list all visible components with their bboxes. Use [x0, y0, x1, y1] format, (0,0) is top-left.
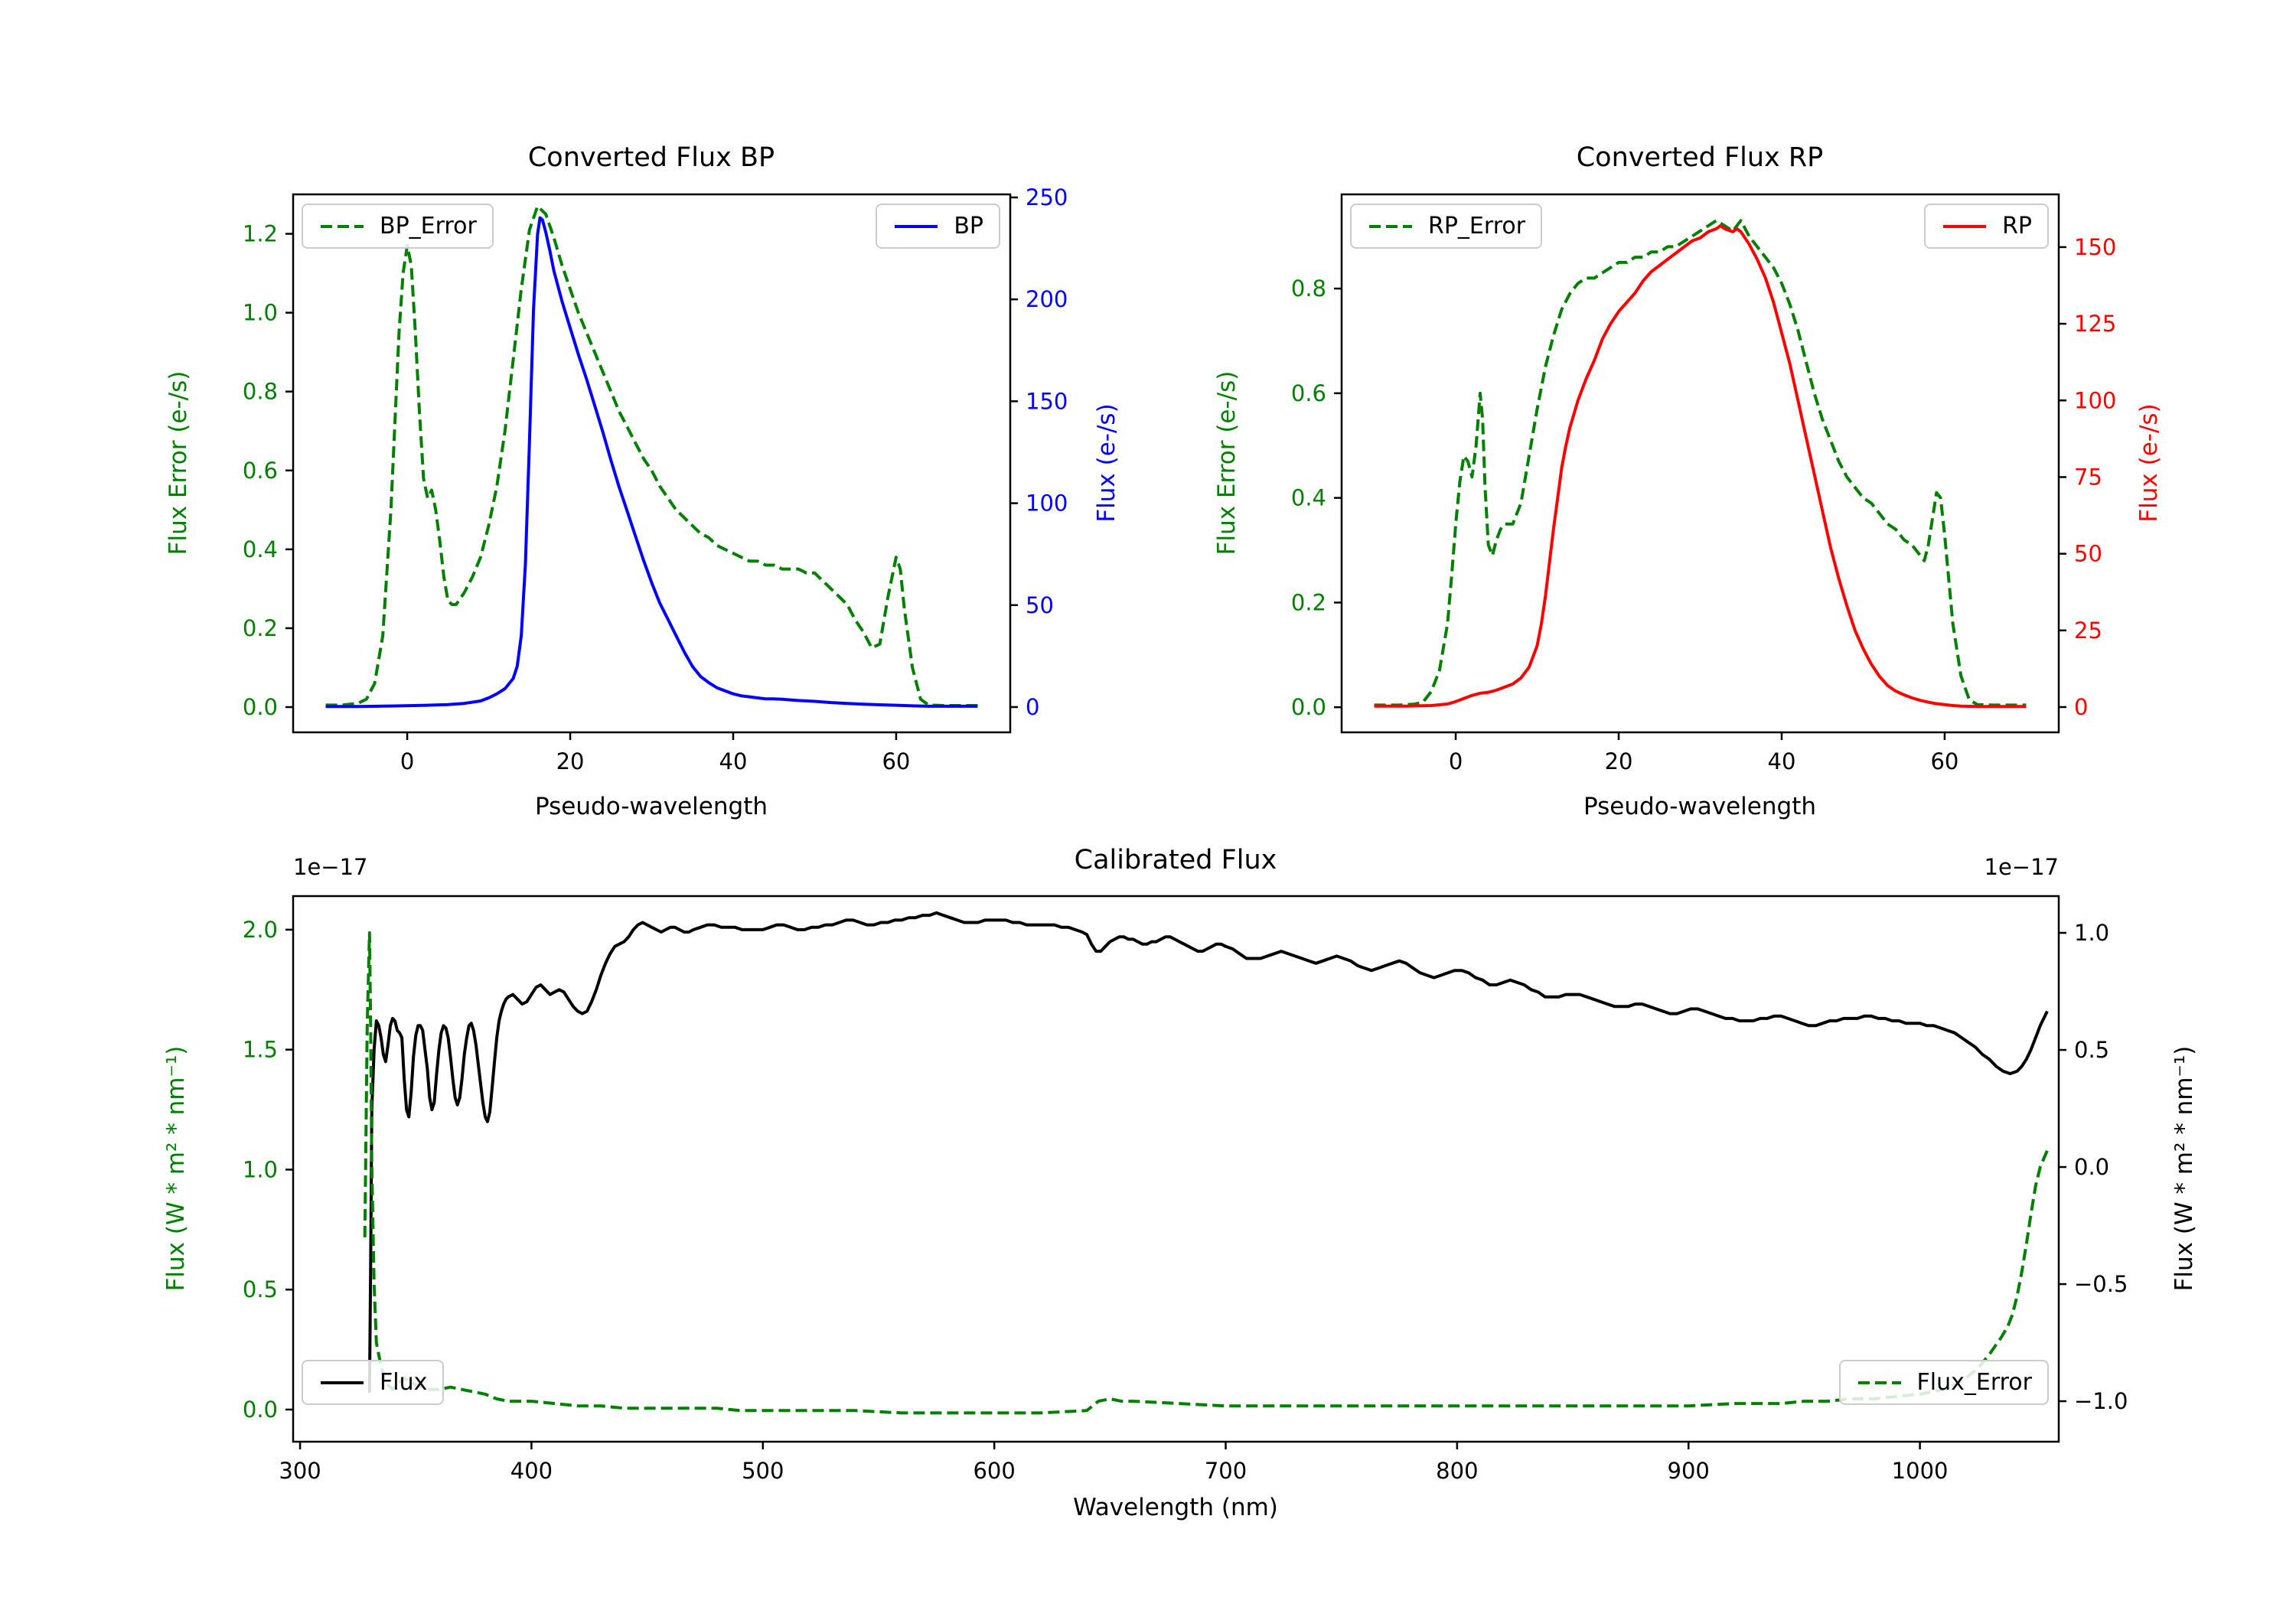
- y-tick-label: 25: [2074, 618, 2102, 644]
- bp-xaxis-label: Pseudo-wavelength: [534, 793, 768, 820]
- rp-error-legend-line: [1369, 224, 1412, 228]
- y-tick-label: 75: [2074, 464, 2102, 490]
- y-tick-label: −0.5: [2074, 1271, 2128, 1297]
- x-tick-label: 40: [719, 748, 748, 774]
- x-tick-label: 20: [556, 748, 585, 774]
- offset-text-right: 1e−17: [1984, 854, 2060, 880]
- x-tick-label: 1000: [1892, 1458, 1949, 1484]
- x-tick-label: 60: [882, 748, 910, 774]
- y-tick-label: 1.5: [243, 1037, 278, 1063]
- y-tick-label: 0.5: [2074, 1037, 2109, 1063]
- series-line-Flux: [367, 911, 2049, 1393]
- x-tick-label: 60: [1930, 748, 1958, 774]
- y-tick-label: 0: [2074, 694, 2088, 720]
- x-tick-label: 600: [973, 1458, 1015, 1484]
- flux-error-legend-label: Flux_Error: [1916, 1369, 2032, 1396]
- x-tick-label: 900: [1668, 1458, 1710, 1484]
- series-line-BP_Error: [325, 204, 978, 707]
- rp-xaxis-label: Pseudo-wavelength: [1583, 793, 1817, 820]
- bp-legend-line: [895, 224, 938, 228]
- flux-legend: Flux: [302, 1360, 445, 1405]
- flux-legend-line: [321, 1380, 364, 1384]
- bp-error-legend-label: BP_Error: [380, 213, 477, 240]
- x-tick-label: 0: [400, 748, 414, 774]
- y-tick-label: 0.8: [1291, 275, 1326, 302]
- x-tick-label: 700: [1205, 1458, 1247, 1484]
- bp-plot-title: Converted Flux BP: [527, 142, 775, 173]
- bp-error-legend-line: [321, 224, 364, 228]
- y-tick-label: 0.4: [243, 536, 278, 562]
- x-tick-label: 0: [1449, 748, 1463, 774]
- y-tick-label: 0: [1026, 694, 1039, 720]
- rp-legend: RP: [1924, 204, 2049, 249]
- rp-error-legend: RP_Error: [1350, 204, 1543, 249]
- subplot-2: 300 400 500 600 700 800 900 1000 0.0 0.5 1.0 1.5 2.0…: [243, 895, 2128, 1484]
- calibrated-xaxis-label: Wavelength (nm): [1073, 1494, 1278, 1521]
- y-tick-label: 0.4: [1291, 485, 1326, 511]
- y-tick-label: 125: [2074, 311, 2116, 337]
- bp-yaxis-left-label: Flux Error (e-/s): [165, 370, 192, 556]
- calibrated-plot-title: Calibrated Flux: [1074, 845, 1277, 875]
- x-tick-label: 40: [1768, 748, 1796, 774]
- bp-yaxis-right-label: Flux (e-/s): [1093, 403, 1120, 523]
- x-tick-label: 300: [279, 1458, 321, 1484]
- y-tick-label: 0.5: [243, 1276, 278, 1302]
- y-tick-label: 0.0: [2074, 1154, 2109, 1180]
- y-tick-label: 2.0: [243, 917, 278, 943]
- offset-text-left: 1e−17: [293, 854, 368, 880]
- rp-yaxis-left-label: Flux Error (e-/s): [1213, 370, 1241, 556]
- y-tick-label: 1.0: [2074, 920, 2109, 946]
- series-line-RP: [1374, 223, 2027, 709]
- series-line-Flux_Error: [363, 931, 2049, 1415]
- y-tick-label: 150: [2074, 234, 2116, 260]
- rp-error-legend-label: RP_Error: [1428, 213, 1526, 240]
- y-tick-label: 150: [1026, 388, 1068, 414]
- y-tick-label: 0.0: [1291, 694, 1326, 720]
- y-tick-label: 250: [1026, 184, 1068, 210]
- subplot-1: 0 20 40 60 0.0 0.2 0.4 0.6 0.8 0 25 50 75 100 125 150: [1291, 193, 2116, 774]
- calibrated-yaxis-left-label: Flux (W * m² * nm⁻¹): [162, 1045, 190, 1292]
- y-tick-label: 1.0: [243, 1156, 278, 1182]
- y-tick-label: 0.2: [243, 615, 278, 641]
- series-line-BP: [325, 216, 978, 709]
- y-tick-label: 50: [2074, 541, 2102, 567]
- subplot-0: 0 20 40 60 0.0 0.2 0.4 0.6 0.8 1.0 1.2 0 50 100 150 200…: [243, 184, 1068, 774]
- x-tick-label: 500: [742, 1458, 784, 1484]
- flux-legend-label: Flux: [380, 1369, 428, 1396]
- bp-legend-label: BP: [954, 213, 983, 240]
- y-tick-label: 100: [2074, 387, 2116, 413]
- y-tick-label: 0.0: [243, 694, 278, 720]
- y-tick-label: 0.8: [243, 379, 278, 405]
- bp-error-legend: BP_Error: [302, 204, 494, 249]
- axes-frame: [292, 193, 1012, 734]
- flux-error-legend: Flux_Error: [1838, 1360, 2049, 1405]
- calibrated-yaxis-right-label: Flux (W * m² * nm⁻¹): [2170, 1045, 2198, 1292]
- rp-yaxis-right-label: Flux (e-/s): [2135, 403, 2163, 523]
- y-tick-label: 0.0: [243, 1397, 278, 1423]
- y-tick-label: 0.2: [1291, 589, 1326, 615]
- y-tick-label: 200: [1026, 286, 1068, 312]
- y-tick-label: 1.2: [243, 221, 278, 247]
- y-tick-label: 0.6: [1291, 380, 1326, 406]
- x-tick-label: 400: [510, 1458, 553, 1484]
- rp-plot-title: Converted Flux RP: [1576, 142, 1824, 173]
- y-tick-label: 50: [1026, 592, 1054, 618]
- flux-error-legend-line: [1857, 1380, 1901, 1384]
- rp-legend-label: RP: [2002, 213, 2032, 240]
- series-line-RP_Error: [1374, 219, 2027, 707]
- axes-frame: [292, 895, 2060, 1443]
- rp-legend-line: [1943, 224, 1987, 228]
- y-tick-label: 100: [1026, 491, 1068, 517]
- y-tick-label: −1.0: [2074, 1388, 2128, 1414]
- y-tick-label: 1.0: [243, 300, 278, 326]
- y-tick-label: 0.6: [243, 458, 278, 484]
- x-tick-label: 20: [1605, 748, 1633, 774]
- axes-frame: [1340, 193, 2060, 734]
- bp-legend: BP: [876, 204, 1000, 249]
- x-tick-label: 800: [1436, 1458, 1478, 1484]
